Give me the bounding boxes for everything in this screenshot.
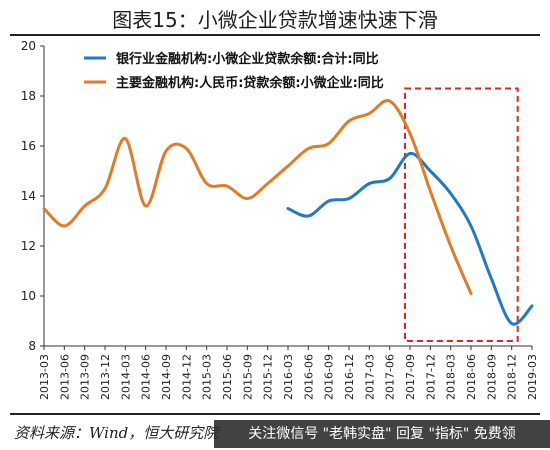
x-tick-label: 2017-03	[363, 354, 376, 400]
y-tick-label: 12	[21, 239, 36, 253]
x-tick-label: 2018-03	[445, 354, 458, 400]
page-title: 图表15：小微企业贷款增速快速下滑	[112, 8, 438, 32]
x-tick-label: 2018-09	[485, 354, 498, 400]
legend: 银行业金融机构:小微企业贷款余额:合计:同比主要金融机构:人民币:贷款余额:小微…	[84, 51, 384, 91]
x-tick-label: 2017-12	[424, 354, 437, 400]
y-tick-label: 10	[21, 289, 36, 303]
x-tick-label: 2015-12	[262, 354, 275, 400]
y-tick-label: 16	[21, 139, 36, 153]
x-tick-label: 2016-12	[343, 354, 356, 400]
x-tick-label: 2014-09	[160, 354, 173, 400]
title-divider	[10, 34, 540, 36]
x-tick-label: 2013-06	[58, 354, 71, 400]
legend-label: 银行业金融机构:小微企业贷款余额:合计:同比	[116, 51, 379, 67]
x-tick-label: 2014-12	[180, 354, 193, 400]
highlight-box	[404, 87, 519, 342]
series-line-bank	[286, 151, 534, 326]
x-tick-label: 2016-03	[282, 354, 295, 400]
x-tick-label: 2019-03	[526, 354, 539, 400]
y-tick-label: 8	[28, 339, 36, 353]
axes: 8 10 12 14 16 18 20 2013-03 2013-06 2013-09 2013-1…	[21, 39, 539, 400]
source-note: 资料来源：Wind，恒大研究院	[14, 424, 219, 442]
y-tick-label: 20	[21, 39, 36, 53]
series-lines	[42, 98, 534, 326]
highlight-region	[404, 87, 519, 342]
watermark-banner: 关注微信号 "老韩实盘" 回复 "指标" 免费领	[214, 420, 550, 448]
x-tick-label: 2016-06	[302, 354, 315, 400]
x-tick-label: 2018-06	[465, 354, 478, 400]
x-tick-label: 2015-09	[241, 354, 254, 400]
y-tick-label: 18	[21, 89, 36, 103]
legend-label: 主要金融机构:人民币:贷款余额:小微企业:同比	[116, 75, 384, 91]
x-tick-label: 2015-06	[221, 354, 234, 400]
x-tick-label: 2017-06	[384, 354, 397, 400]
x-tick-label: 2016-09	[323, 354, 336, 400]
x-tick-label: 2014-06	[140, 354, 153, 400]
x-tick-label: 2015-03	[201, 354, 214, 400]
x-tick-label: 2017-09	[404, 354, 417, 400]
y-tick-label: 14	[21, 189, 36, 203]
x-tick-label: 2014-03	[119, 354, 132, 400]
bottom-divider	[10, 413, 540, 415]
x-tick-label: 2013-09	[79, 354, 92, 400]
series-line-major	[42, 98, 473, 295]
x-tick-label: 2018-12	[506, 354, 519, 400]
x-tick-label: 2013-03	[38, 354, 51, 400]
x-tick-label: 2013-12	[99, 354, 112, 400]
